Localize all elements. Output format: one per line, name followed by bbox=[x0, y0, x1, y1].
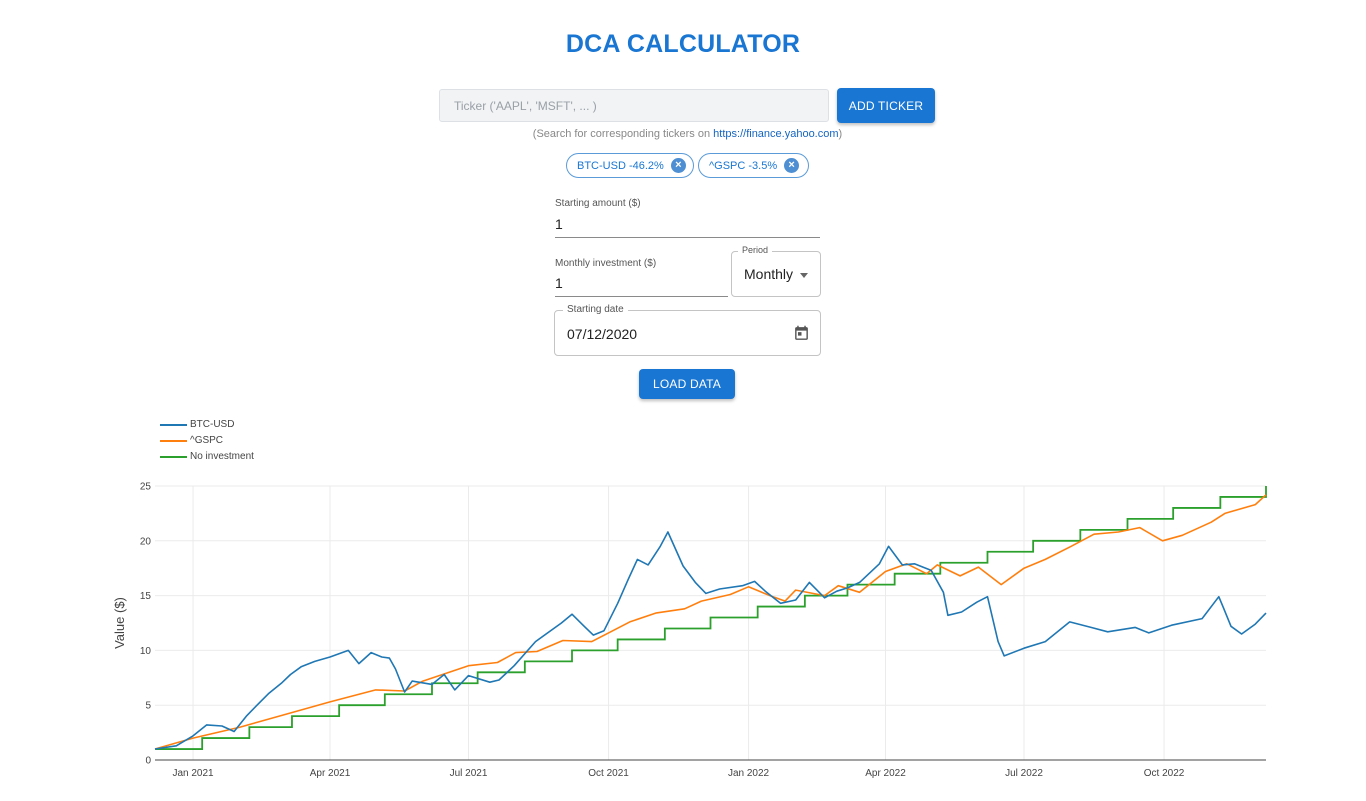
y-tick-label: 20 bbox=[140, 536, 152, 547]
legend-label-btc: BTC-USD bbox=[190, 419, 235, 430]
y-axis-title: Value ($) bbox=[112, 597, 127, 649]
x-tick-label: Oct 2022 bbox=[1144, 768, 1185, 779]
chart-grid bbox=[155, 485, 1266, 760]
chart-axes: 0 5 10 15 20 25 Jan 2021 Apr 2021 Jul 2021 Oct 20… bbox=[112, 482, 1266, 779]
starting-amount-underline bbox=[555, 237, 820, 238]
add-ticker-button[interactable]: ADD TICKER bbox=[837, 88, 935, 123]
ticker-chip-btc: BTC-USD -46.2% × bbox=[566, 153, 694, 178]
x-tick-label: Apr 2021 bbox=[310, 768, 351, 779]
ticker-hint: (Search for corresponding tickers on htt… bbox=[0, 128, 1366, 140]
period-select[interactable]: Period Monthly bbox=[731, 245, 821, 297]
x-tick-label: Jul 2021 bbox=[450, 768, 488, 779]
period-value: Monthly bbox=[744, 266, 794, 282]
x-tick-label: Jul 2022 bbox=[1005, 768, 1043, 779]
starting-date-field[interactable]: Starting date 07/12/2020 bbox=[554, 304, 821, 356]
chip-remove-icon[interactable]: × bbox=[670, 158, 686, 173]
monthly-investment-input[interactable]: 1 bbox=[555, 275, 563, 291]
legend-swatch-btc bbox=[160, 424, 187, 426]
starting-amount-input[interactable]: 1 bbox=[555, 216, 563, 232]
period-label: Period bbox=[738, 245, 773, 255]
monthly-investment-underline bbox=[555, 296, 728, 297]
series-line-no-investment bbox=[155, 486, 1267, 750]
starting-date-value[interactable]: 07/12/2020 bbox=[567, 326, 638, 342]
hint-suffix: ) bbox=[838, 128, 843, 140]
series-line-btc bbox=[154, 531, 1267, 750]
chevron-down-icon bbox=[800, 273, 808, 278]
y-tick-label: 5 bbox=[145, 701, 151, 712]
x-tick-label: Jan 2021 bbox=[172, 768, 214, 779]
series-line-gspc bbox=[154, 494, 1267, 750]
x-tick-label: Apr 2022 bbox=[865, 768, 906, 779]
x-tick-label: Jan 2022 bbox=[728, 768, 770, 779]
y-tick-label: 25 bbox=[140, 482, 152, 493]
legend-swatch-gspc bbox=[160, 440, 187, 442]
legend-label-none: No investment bbox=[190, 451, 254, 462]
starting-amount-label: Starting amount ($) bbox=[555, 198, 641, 209]
chip-remove-icon[interactable]: × bbox=[784, 158, 800, 173]
ticker-chip-gspc: ^GSPC -3.5% × bbox=[698, 153, 809, 178]
y-tick-label: 10 bbox=[140, 646, 152, 657]
load-data-button[interactable]: LOAD DATA bbox=[639, 369, 735, 399]
app-title: DCA CALCULATOR bbox=[565, 30, 801, 58]
starting-date-label: Starting date bbox=[563, 304, 628, 315]
chip-label: ^GSPC -3.5% bbox=[709, 159, 778, 172]
x-tick-label: Oct 2021 bbox=[588, 768, 629, 779]
legend-swatch-none bbox=[160, 456, 187, 458]
chart-lines bbox=[154, 486, 1267, 750]
hint-prefix: (Search for corresponding tickers on bbox=[532, 128, 714, 140]
chip-label: BTC-USD -46.2% bbox=[577, 159, 664, 172]
y-tick-label: 0 bbox=[145, 756, 151, 767]
calendar-icon[interactable] bbox=[793, 325, 810, 342]
legend-label-gspc: ^GSPC bbox=[190, 435, 224, 446]
ticker-input[interactable] bbox=[439, 89, 829, 122]
monthly-investment-label: Monthly investment ($) bbox=[555, 258, 657, 269]
yahoo-finance-link[interactable]: https://finance.yahoo.com bbox=[713, 128, 839, 140]
y-tick-label: 15 bbox=[140, 591, 152, 602]
